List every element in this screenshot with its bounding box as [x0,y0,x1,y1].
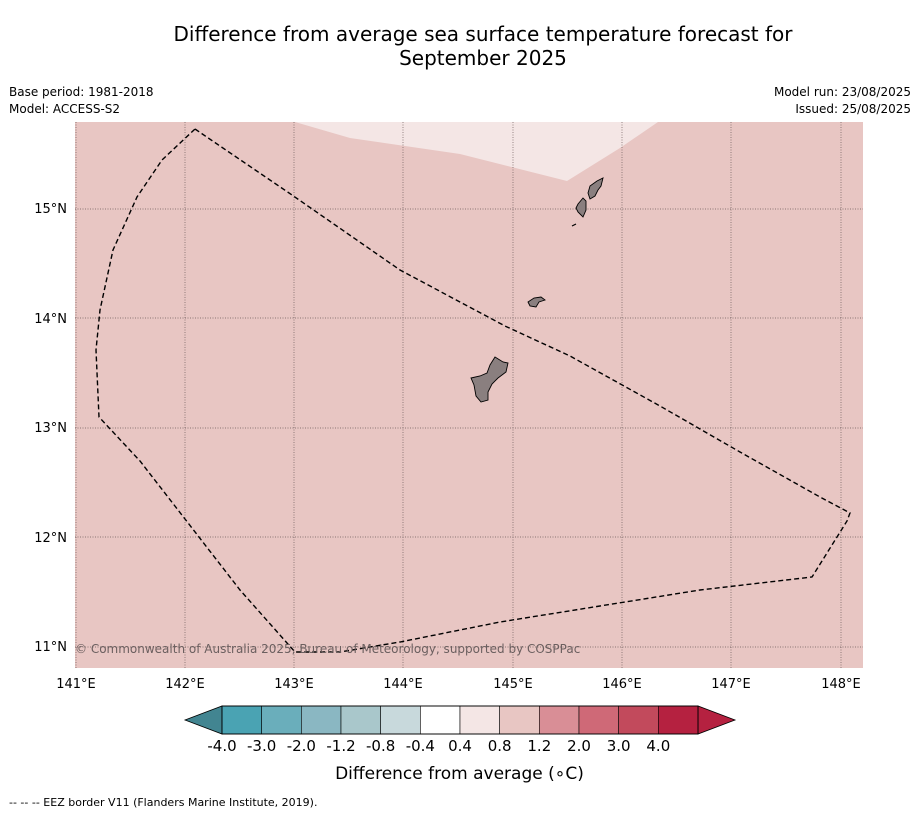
colorbar-box [618,705,659,735]
eez-footnote: -- -- -- EEZ border V11 (Flanders Marine… [9,796,318,809]
colorbar-label-unit: ∘C) [554,764,584,784]
colorbar-label: Difference from average (∘C) [0,764,919,784]
lon-label-147: 147°E [711,677,751,692]
lat-label-15: 15°N [34,202,67,217]
colorbar-boxes [221,705,699,735]
longitude-labels: 141°E 142°E 143°E 144°E 145°E 146°E 147°… [56,677,861,692]
colorbar-box [301,705,342,735]
colorbar-box [658,705,699,735]
colorbar-tick-label: -1.2 [326,737,355,755]
colorbar-box [380,705,421,735]
colorbar-tick-label: -0.8 [366,737,395,755]
colorbar-tick-label: 1.2 [527,737,551,755]
title-line-1: Difference from average sea surface temp… [173,22,793,46]
latitude-labels: 11°N 12°N 13°N 14°N 15°N [34,202,67,655]
lon-label-144: 144°E [383,677,423,692]
colorbar-tick-label: -3.0 [247,737,276,755]
colorbar-tick-label: 4.0 [646,737,670,755]
colorbar-frame [221,705,699,735]
colorbar-tick-label: -2.0 [287,737,316,755]
colorbar-box [578,705,619,735]
island-guam [470,356,509,403]
lon-label-145: 145°E [493,677,533,692]
colorbar-box [459,705,500,735]
lon-label-143: 143°E [274,677,314,692]
issued-date: Issued: 25/08/2025 [795,102,911,116]
copyright-text: © Commonwealth of Australia 2025, Bureau… [75,642,580,656]
colorbar-tick-label: 0.4 [448,737,472,755]
island-aguijan [571,223,577,227]
island-tinian [575,197,587,218]
colorbar-label-text: Difference from average ( [335,764,555,784]
lat-label-12: 12°N [34,531,67,546]
island-saipan [587,177,604,200]
colorbar-tick-label: 3.0 [607,737,631,755]
colorbar: -4.0 -3.0 -2.0 -1.2 -0.8 -0.4 0.4 0.8 1.2 2.0 3.0 4… [183,705,737,755]
colorbar-box [340,705,381,735]
meta-left: Base period: 1981-2018 Model: ACCESS-S2 [9,84,154,118]
lon-label-141: 141°E [56,677,96,692]
lon-label-142: 142°E [165,677,205,692]
colorbar-box [539,705,580,735]
lat-label-14: 14°N [34,312,67,327]
colorbar-under-triangle [183,705,223,735]
colorbar-box [499,705,540,735]
gridlines [75,122,863,668]
title-line-2: September 2025 [399,46,567,70]
model-run: Model run: 23/08/2025 [773,85,911,99]
northern-anomaly-patch [295,122,658,181]
islands [470,177,604,403]
model-name: Model: ACCESS-S2 [9,102,121,116]
colorbar-box [261,705,302,735]
colorbar-tick-label: -0.4 [406,737,435,755]
eez-border [95,128,851,653]
chart-title: Difference from average sea surface temp… [0,22,919,70]
colorbar-tick-label: 2.0 [567,737,591,755]
colorbar-tick-labels: -4.0 -3.0 -2.0 -1.2 -0.8 -0.4 0.4 0.8 1.2 2.0 3.0 4… [207,737,670,755]
colorbar-tick-label: 0.8 [488,737,512,755]
lat-label-13: 13°N [34,421,67,436]
colorbar-tick-label: -4.0 [207,737,236,755]
colorbar-box [420,705,461,735]
lat-label-11: 11°N [34,640,67,655]
meta-right: Model run: 23/08/2025 Issued: 25/08/2025 [774,84,911,118]
colorbar-over-triangle [697,705,737,735]
base-period: Base period: 1981-2018 [9,85,154,99]
colorbar-box [221,705,262,735]
map-background [75,122,863,668]
lon-label-148: 148°E [821,677,861,692]
lon-label-146: 146°E [602,677,642,692]
island-rota [527,296,546,308]
